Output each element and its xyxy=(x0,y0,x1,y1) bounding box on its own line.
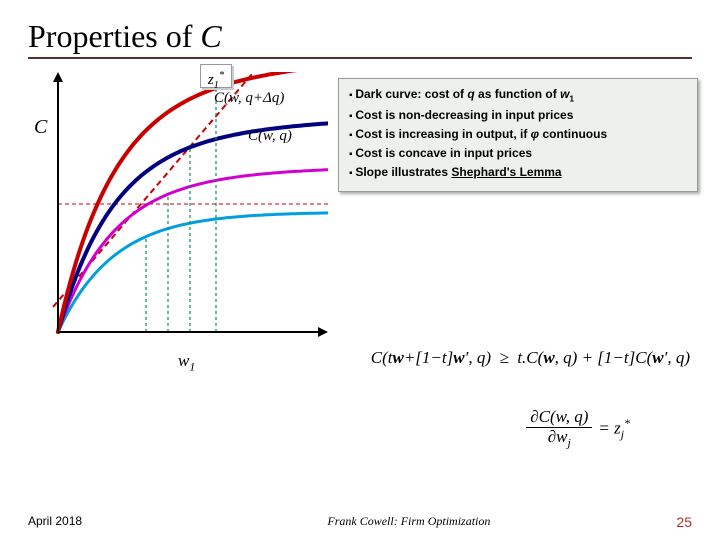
y-axis-label: C xyxy=(34,116,47,139)
chart: C z1* C(w, q+Δq) C(w, q) w1 xyxy=(28,72,328,342)
concavity-inequality: C(tw+[1−t]w′, q) ≥ t.C(w, q) + [1−t]C(w′… xyxy=(371,348,690,368)
chart-svg xyxy=(28,72,328,342)
legend-item: Slope illustrates Shephard's Lemma xyxy=(349,163,687,182)
curve-label-upper: C(w, q+Δq) xyxy=(214,90,284,107)
legend-item: Cost is increasing in output, if φ conti… xyxy=(349,125,687,144)
legend-item: Cost is non-decreasing in input prices xyxy=(349,106,687,125)
slide-number: 25 xyxy=(676,514,692,530)
z-star-label: z1* xyxy=(200,64,232,88)
footer: April 2018 Frank Cowell: Firm Optimizati… xyxy=(0,514,720,530)
title-italic: C xyxy=(200,18,221,54)
legend-item: Dark curve: cost of q as function of w1 xyxy=(349,85,687,106)
footer-date: April 2018 xyxy=(28,514,82,530)
x-axis-label: w1 xyxy=(178,351,195,374)
legend-item: Cost is concave in input prices xyxy=(349,144,687,163)
footer-author: Frank Cowell: Firm Optimization xyxy=(327,514,490,529)
curve-label-lower: C(w, q) xyxy=(248,128,292,145)
slide-title: Properties of C xyxy=(28,18,692,55)
legend-box: Dark curve: cost of q as function of w1 … xyxy=(338,78,698,192)
title-divider xyxy=(28,57,692,59)
shephard-lemma: ∂C(w, q) ∂wj = zj* xyxy=(526,408,630,449)
title-plain: Properties of xyxy=(28,18,200,54)
